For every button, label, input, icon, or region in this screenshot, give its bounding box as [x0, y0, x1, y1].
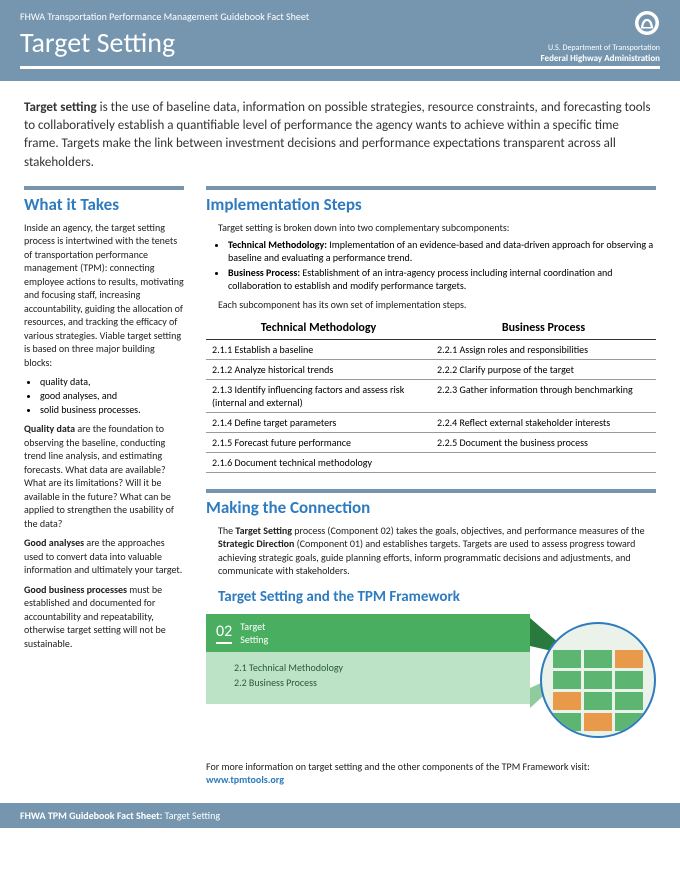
dept-name: U.S. Department of Transportation — [541, 43, 660, 53]
conn-b1: Target Setting — [235, 524, 292, 537]
table-cell: 2.2.4 Reflect external stakeholder inter… — [431, 412, 656, 432]
sidebar-p3: Good analyses are the approaches used to… — [24, 536, 184, 577]
sub2-bold: Business Process: — [228, 266, 300, 279]
table-cell: 2.1.4 Define target parameters — [206, 412, 431, 432]
intro-paragraph: Target setting is the use of baseline da… — [0, 81, 680, 186]
table-cell — [431, 452, 656, 472]
footer: FHWA TPM Guidebook Fact Sheet: Target Se… — [0, 803, 680, 828]
table-cell: 2.1.3 Identify influencing factors and a… — [206, 379, 431, 412]
table-row: 2.1.3 Identify influencing factors and a… — [206, 379, 656, 412]
steps-table: Technical Methodology Business Process 2… — [206, 318, 656, 473]
conn-subtitle: Target Setting and the TPM Framework — [218, 588, 656, 606]
more-text: For more information on target setting a… — [206, 760, 590, 773]
col-biz: Business Process — [431, 318, 656, 340]
table-cell: 2.1.6 Document technical methodology — [206, 452, 431, 472]
section-bar — [24, 186, 184, 190]
impl-intro: Target setting is broken down into two c… — [218, 221, 656, 235]
section-bar — [206, 489, 656, 493]
mini-blocks — [552, 650, 644, 731]
framework-header: 02 Target Setting — [206, 614, 530, 652]
sidebar-p2: Quality data are the foundation to obser… — [24, 422, 184, 530]
sidebar-title: What it Takes — [24, 194, 184, 215]
p2-text: are the foundation to observing the base… — [24, 422, 174, 530]
table-row: 2.1.5 Forecast future performance2.2.5 D… — [206, 432, 656, 452]
impl-title: Implementation Steps — [206, 194, 656, 215]
fw-item: 2.2 Business Process — [234, 675, 518, 690]
table-cell: 2.2.1 Assign roles and responsibilities — [431, 339, 656, 359]
more-info: For more information on target setting a… — [206, 760, 656, 787]
sidebar-p1: Inside an agency, the target setting pro… — [24, 221, 184, 370]
sidebar: What it Takes Inside an agency, the targ… — [24, 186, 184, 791]
p2-bold: Quality data — [24, 422, 75, 435]
header: FHWA Transportation Performance Manageme… — [0, 0, 680, 81]
fw-number: 02 — [216, 622, 232, 644]
impl-subcomponents: Technical Methodology: Implementation of… — [228, 238, 656, 292]
conn-b2: Strategic Direction — [218, 537, 294, 550]
sidebar-p4: Good business processes must be establis… — [24, 583, 184, 651]
p4-bold: Good business processes — [24, 583, 127, 596]
col-tech: Technical Methodology — [206, 318, 431, 340]
table-row: 2.1.1 Establish a baseline2.2.1 Assign r… — [206, 339, 656, 359]
table-row: 2.1.2 Analyze historical trends2.2.2 Cla… — [206, 359, 656, 379]
connection-section: Making the Connection The Target Setting… — [206, 489, 656, 787]
sidebar-bullet: quality data, — [40, 375, 184, 388]
admin-name: Federal Highway Administration — [541, 53, 660, 64]
conn-pre: The — [218, 524, 235, 537]
table-cell: 2.1.1 Establish a baseline — [206, 339, 431, 359]
impl-note: Each subcomponent has its own set of imp… — [218, 298, 656, 312]
framework-body: 2.1 Technical Methodology 2.2 Business P… — [206, 652, 530, 704]
table-cell: 2.2.5 Document the business process — [431, 432, 656, 452]
sidebar-bullets: quality data, good analyses, and solid b… — [40, 375, 184, 416]
intro-text: is the use of baseline data, information… — [24, 100, 651, 170]
dot-logo-icon — [634, 10, 660, 36]
table-cell: 2.1.5 Forecast future performance — [206, 432, 431, 452]
table-cell: 2.2.2 Clarify purpose of the target — [431, 359, 656, 379]
framework-diagram: 02 Target Setting 2.1 Technical Methodol… — [206, 614, 656, 744]
footer-rest: Target Setting — [162, 809, 220, 822]
tpm-link[interactable]: www.tpmtools.org — [206, 773, 284, 786]
impl-sub2: Business Process: Establishment of an in… — [228, 266, 656, 292]
conn-p: The Target Setting process (Component 02… — [218, 524, 656, 578]
impl-sub1: Technical Methodology: Implementation of… — [228, 238, 656, 264]
fw-item: 2.1 Technical Methodology — [234, 660, 518, 675]
p3-bold: Good analyses — [24, 536, 84, 549]
table-cell: 2.1.2 Analyze historical trends — [206, 359, 431, 379]
sidebar-bullet: solid business processes. — [40, 403, 184, 416]
fw-title: Target Setting — [240, 620, 268, 646]
table-row: 2.1.6 Document technical methodology — [206, 452, 656, 472]
main-content: Implementation Steps Target setting is b… — [206, 186, 656, 791]
section-bar — [206, 186, 656, 190]
intro-lead: Target setting — [24, 100, 97, 115]
sub1-bold: Technical Methodology: — [228, 238, 327, 251]
table-row: 2.1.4 Define target parameters2.2.4 Refl… — [206, 412, 656, 432]
conn-title: Making the Connection — [206, 497, 656, 518]
footer-bold: FHWA TPM Guidebook Fact Sheet: — [20, 809, 162, 822]
table-cell: 2.2.3 Gather information through benchma… — [431, 379, 656, 412]
framework-circle — [540, 622, 656, 738]
fhwa-logo: U.S. Department of Transportation Federa… — [541, 10, 660, 64]
sidebar-bullet: good analyses, and — [40, 389, 184, 402]
conn-mid1: process (Component 02) takes the goals, … — [292, 524, 645, 537]
header-rule — [20, 66, 660, 69]
